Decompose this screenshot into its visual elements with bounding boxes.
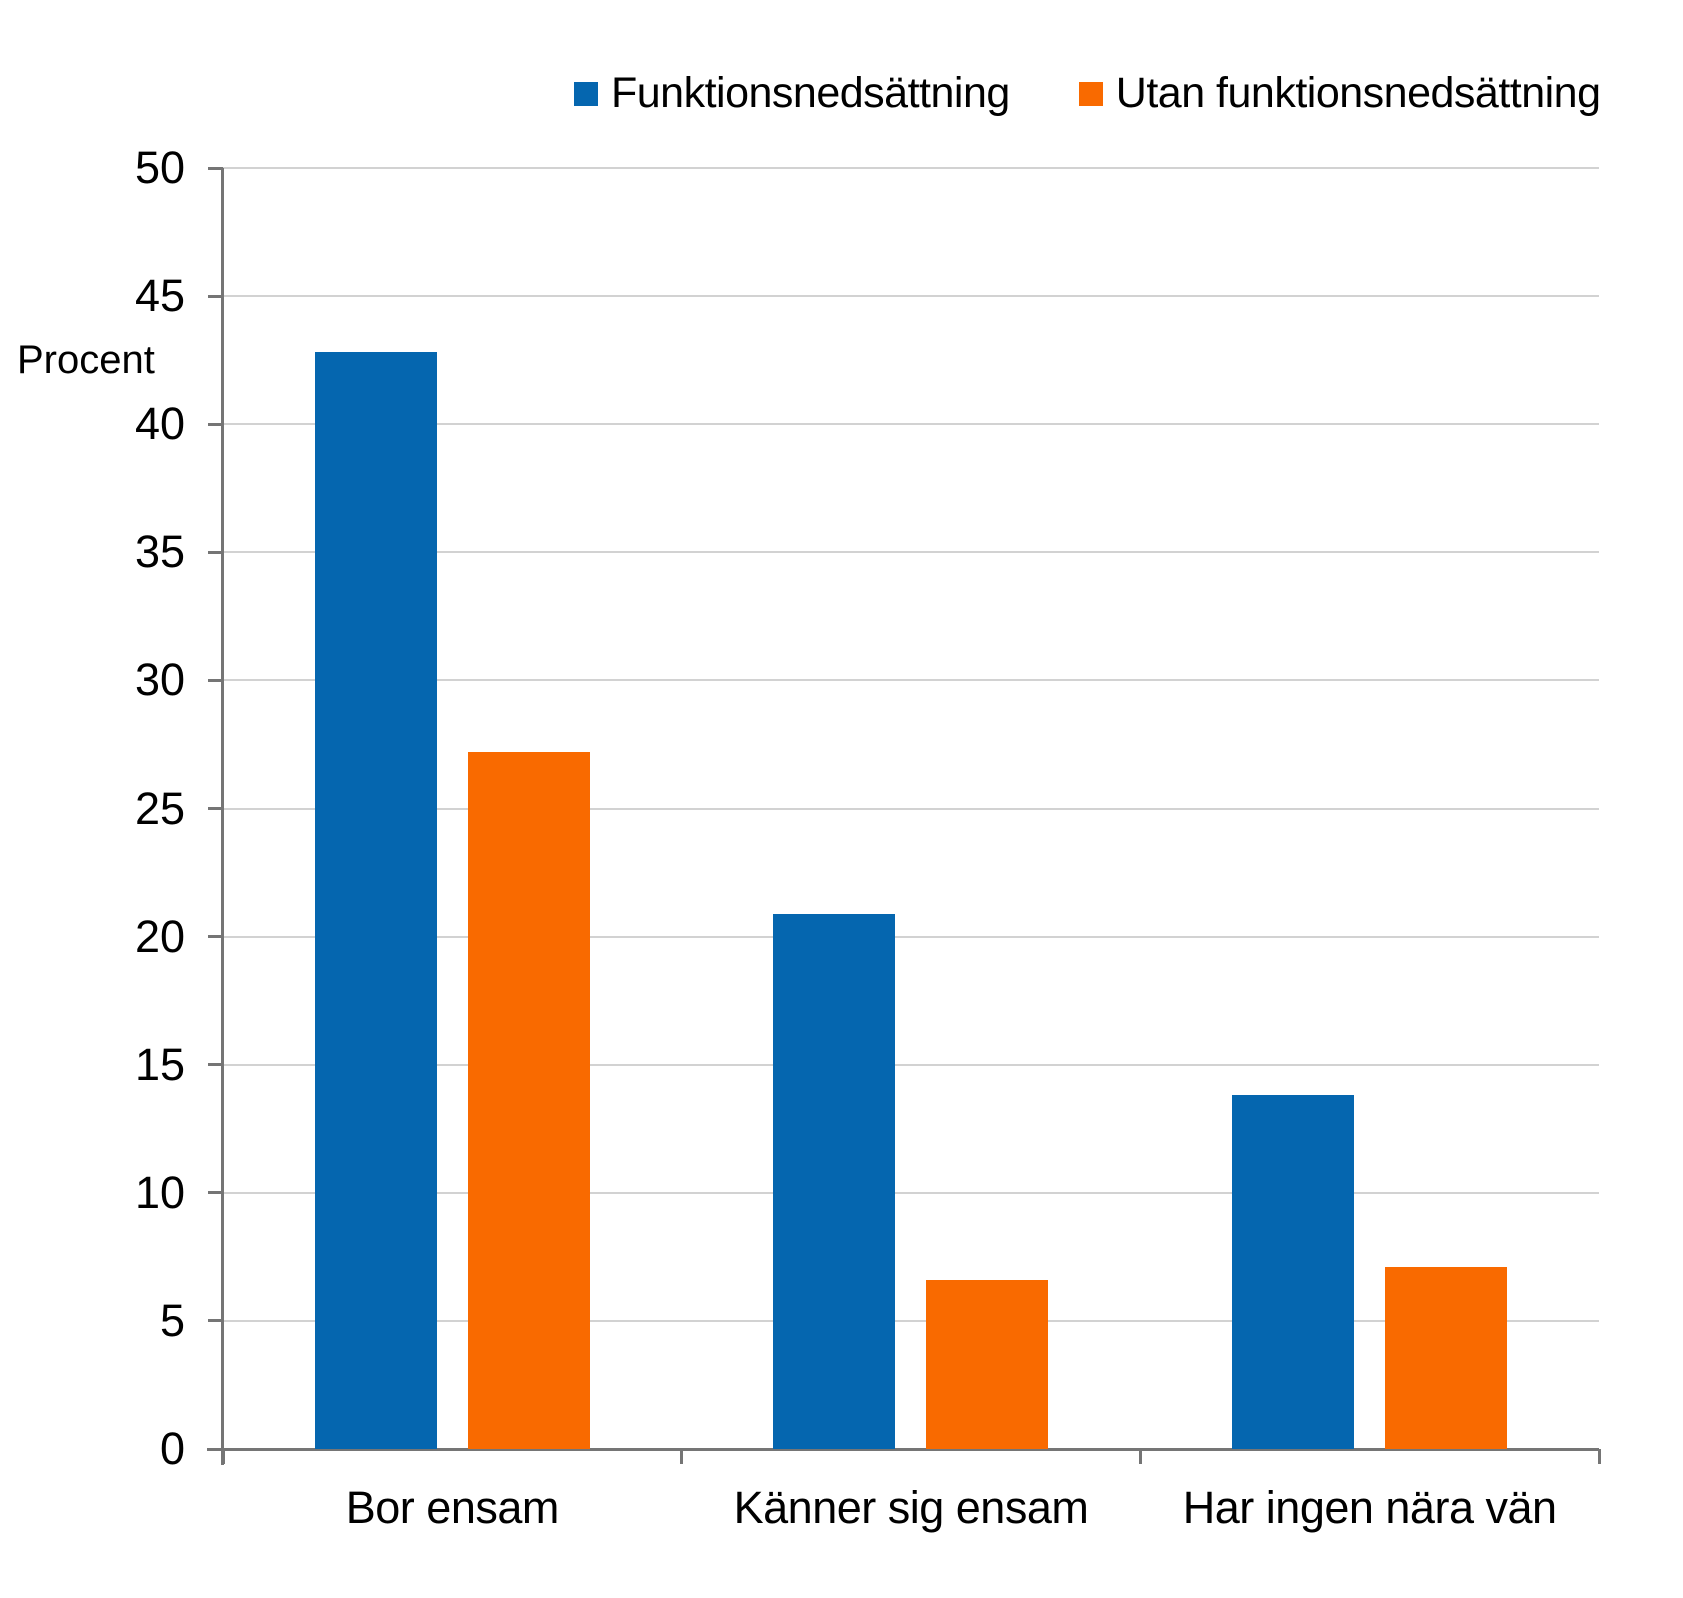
legend-label: Utan funktionsnedsättning [1115, 69, 1601, 117]
y-tick-label: 35 [134, 526, 185, 578]
bar-group [682, 168, 1141, 1449]
y-tick-label: 5 [159, 1294, 185, 1346]
legend-item-1: Utan funktionsnedsättning [1078, 69, 1601, 117]
y-tick-label: 10 [134, 1166, 185, 1218]
gridline [223, 935, 1599, 938]
x-axis-tick [680, 1449, 684, 1464]
gridline [223, 1063, 1599, 1066]
y-tick-label: 0 [159, 1423, 185, 1474]
legend-item-0: Funktionsnedsättning [574, 69, 1010, 117]
gridline [223, 423, 1599, 426]
y-tick-label: 30 [134, 654, 185, 706]
y-tick-label: 45 [134, 270, 185, 322]
bar-group [1140, 168, 1599, 1449]
y-tick-label: 20 [134, 910, 185, 962]
bar-series-0-category-2 [1232, 1095, 1355, 1449]
y-axis-tick [208, 1319, 223, 1323]
y-axis-tick [208, 422, 223, 426]
legend-swatch-icon [1078, 81, 1103, 106]
y-tick-label: 25 [134, 782, 185, 834]
gridline [223, 1191, 1599, 1194]
y-axis-tick [208, 1063, 223, 1067]
y-axis-tick [208, 550, 223, 554]
gridline [223, 167, 1599, 169]
y-axis-title: Procent [17, 338, 155, 382]
y-tick-label: 50 [134, 142, 185, 193]
chart-legend: Funktionsnedsättning Utan funktionsnedsät… [574, 69, 1601, 117]
bar-series-0-category-1 [773, 913, 896, 1449]
gridline [223, 1319, 1599, 1322]
x-category-label: Känner sig ensam [733, 1482, 1089, 1533]
x-category-label: Har ingen nära vän [1182, 1482, 1557, 1533]
y-tick-label: 40 [134, 398, 185, 450]
x-axis-tick [221, 1449, 225, 1464]
bar-series-1-category-1 [926, 1279, 1049, 1449]
y-axis-line [221, 168, 224, 1465]
x-axis-tick [1597, 1449, 1601, 1464]
y-axis-tick [208, 166, 223, 170]
bar-series-1-category-2 [1385, 1267, 1508, 1449]
y-axis-tick [208, 294, 223, 298]
legend-label: Funktionsnedsättning [611, 69, 1010, 117]
y-tick-label: 15 [134, 1038, 185, 1090]
x-axis-tick [1138, 1449, 1142, 1464]
x-category-label: Bor ensam [345, 1482, 560, 1533]
gridline [223, 807, 1599, 810]
bar-group [223, 168, 682, 1449]
gridline [223, 551, 1599, 554]
x-axis-line [207, 1448, 1599, 1451]
gridline [223, 295, 1599, 298]
gridline [223, 679, 1599, 682]
bar-series-1-category-0 [467, 752, 590, 1449]
y-axis-tick [208, 1191, 223, 1195]
y-axis-tick [208, 935, 223, 939]
legend-swatch-icon [574, 81, 598, 106]
y-axis-tick [208, 678, 223, 682]
bar-series-0-category-0 [314, 352, 437, 1449]
y-axis-tick [208, 807, 223, 810]
